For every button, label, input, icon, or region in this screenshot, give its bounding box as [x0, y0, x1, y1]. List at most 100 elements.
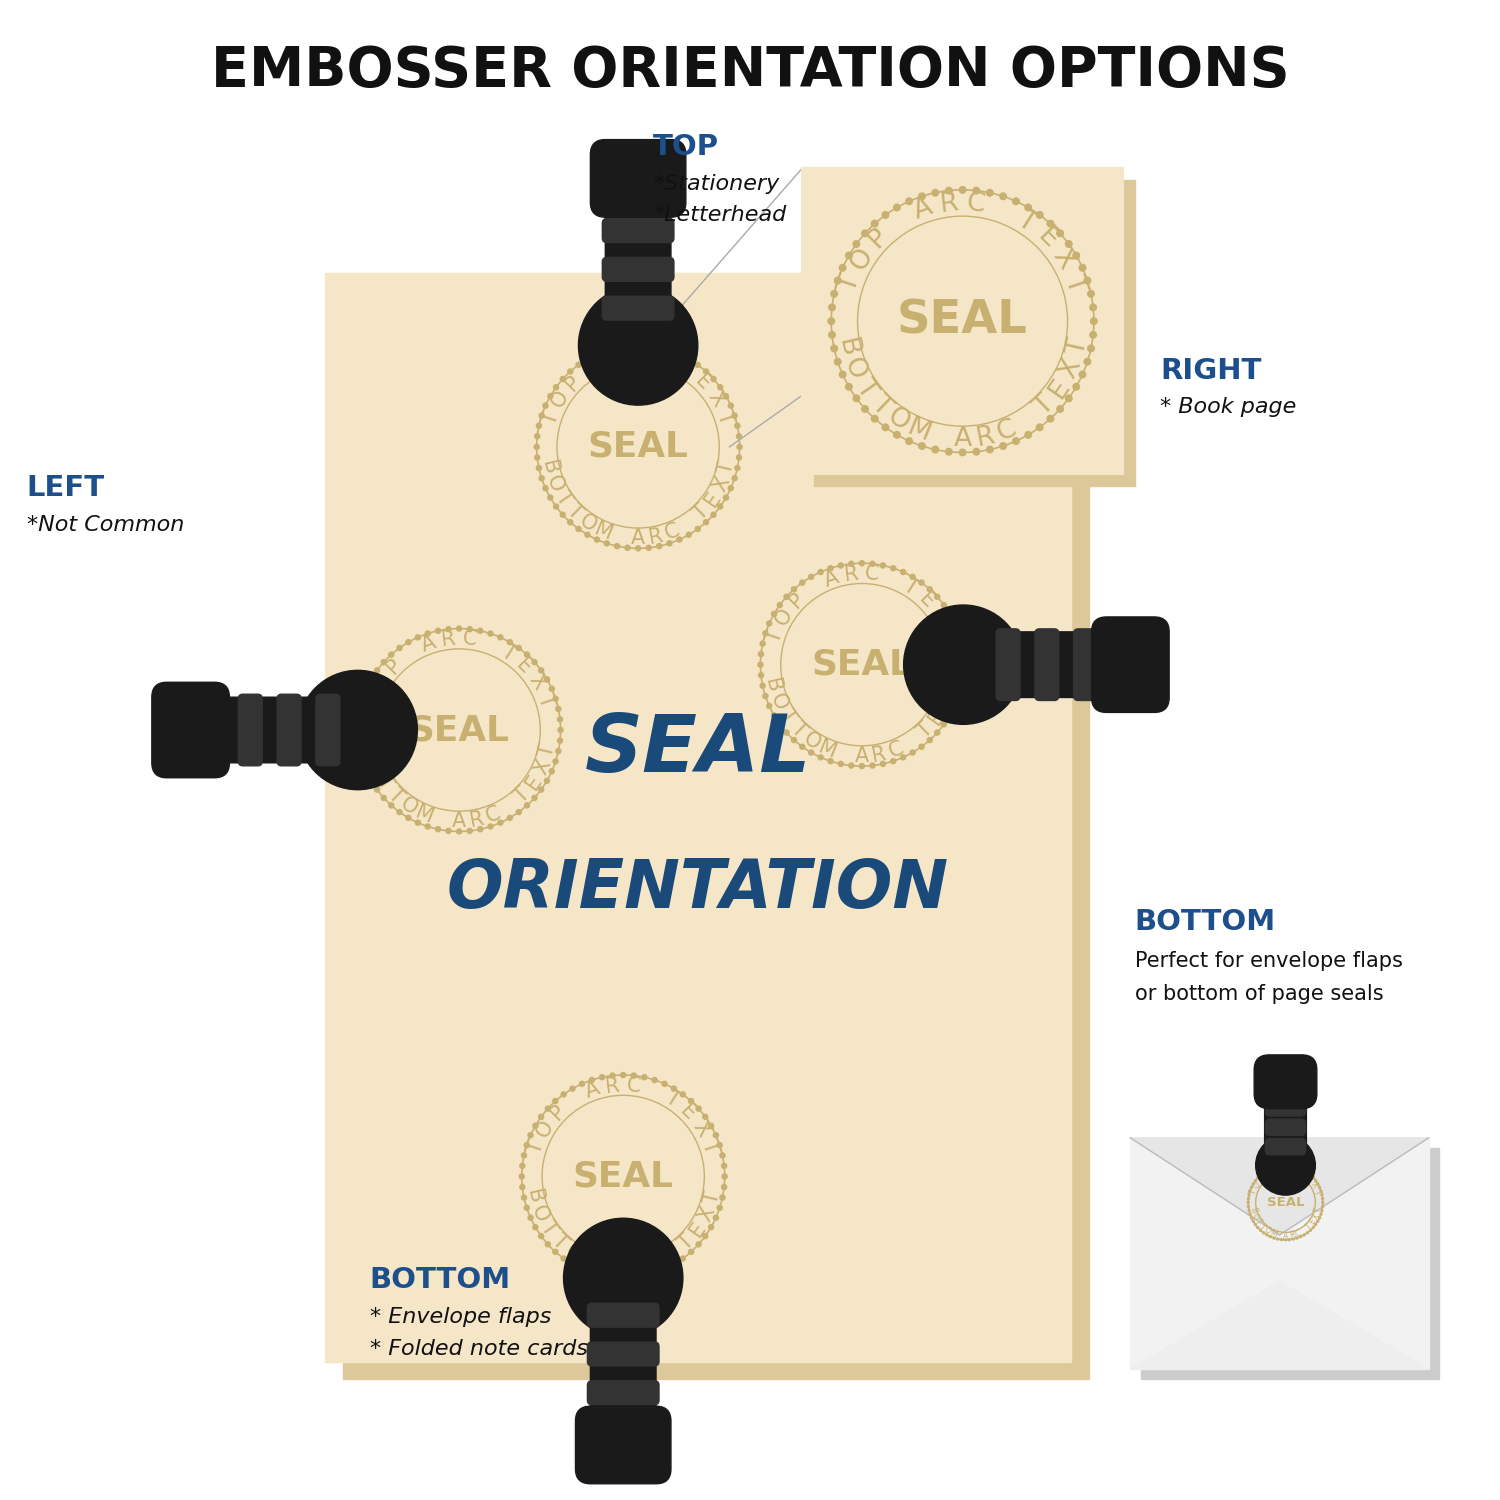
Text: C: C [626, 1076, 642, 1096]
Circle shape [1314, 1179, 1317, 1182]
Circle shape [604, 348, 609, 352]
Text: B: B [833, 336, 862, 360]
Circle shape [849, 561, 853, 567]
Circle shape [381, 795, 387, 801]
Text: or bottom of page seals: or bottom of page seals [1136, 984, 1383, 1004]
Circle shape [488, 632, 494, 636]
Circle shape [554, 759, 558, 764]
Circle shape [960, 651, 966, 657]
Circle shape [579, 286, 698, 405]
Circle shape [946, 612, 952, 616]
Circle shape [556, 748, 561, 753]
Circle shape [764, 693, 768, 699]
Circle shape [1320, 1214, 1322, 1215]
Text: SEAL: SEAL [897, 298, 1028, 344]
Circle shape [711, 512, 716, 518]
Circle shape [1304, 1170, 1305, 1172]
Text: M: M [816, 736, 840, 762]
Circle shape [538, 413, 544, 419]
Circle shape [356, 728, 360, 732]
Circle shape [561, 1256, 566, 1262]
Circle shape [567, 369, 573, 374]
Text: B: B [358, 741, 381, 759]
Circle shape [1269, 1236, 1272, 1238]
Circle shape [714, 1132, 718, 1137]
Circle shape [585, 532, 590, 537]
Circle shape [777, 722, 783, 728]
Circle shape [590, 1077, 594, 1083]
Text: C: C [864, 562, 880, 585]
Circle shape [590, 1270, 594, 1275]
Circle shape [839, 762, 843, 766]
Circle shape [1263, 1172, 1264, 1173]
Circle shape [424, 824, 430, 830]
Text: X: X [1047, 244, 1078, 274]
Text: T: T [549, 1230, 572, 1254]
Circle shape [525, 802, 530, 808]
Circle shape [615, 345, 620, 350]
Text: T: T [362, 692, 384, 711]
Circle shape [554, 384, 558, 390]
Text: C: C [483, 802, 504, 826]
Circle shape [560, 512, 566, 518]
Circle shape [1250, 1214, 1251, 1215]
Text: T: T [384, 784, 406, 807]
Text: BOTTOM: BOTTOM [369, 1266, 512, 1294]
Circle shape [870, 561, 874, 567]
Text: M: M [578, 1248, 602, 1274]
Circle shape [548, 495, 554, 500]
Circle shape [1288, 1164, 1290, 1167]
Circle shape [834, 358, 842, 364]
Circle shape [1263, 1232, 1264, 1233]
Circle shape [846, 384, 852, 390]
Text: M: M [592, 519, 616, 544]
Circle shape [375, 788, 380, 792]
Circle shape [834, 278, 842, 284]
Text: R: R [604, 1076, 621, 1096]
Circle shape [1065, 240, 1072, 248]
Circle shape [1248, 1197, 1250, 1200]
Text: B: B [538, 458, 561, 477]
Text: P: P [864, 224, 892, 254]
Circle shape [962, 662, 966, 668]
FancyBboxPatch shape [1074, 628, 1098, 700]
Circle shape [920, 580, 924, 585]
Circle shape [927, 738, 933, 742]
Circle shape [456, 626, 462, 632]
Circle shape [662, 1266, 668, 1272]
Circle shape [554, 696, 558, 700]
Circle shape [435, 628, 441, 633]
Circle shape [1322, 1197, 1323, 1200]
FancyBboxPatch shape [1266, 1100, 1305, 1116]
Circle shape [672, 1086, 676, 1090]
FancyBboxPatch shape [1092, 616, 1168, 712]
Circle shape [1084, 358, 1090, 364]
Circle shape [360, 759, 364, 764]
Circle shape [520, 1185, 525, 1190]
Circle shape [722, 1185, 726, 1190]
FancyBboxPatch shape [1264, 1082, 1306, 1174]
Circle shape [1318, 1216, 1320, 1218]
Text: A: A [1270, 1166, 1278, 1176]
Text: O: O [1250, 1212, 1260, 1221]
Circle shape [688, 1250, 693, 1254]
Text: BOTTOM: BOTTOM [1136, 909, 1276, 936]
Circle shape [920, 744, 924, 750]
Circle shape [532, 795, 537, 801]
Circle shape [681, 1256, 686, 1262]
Circle shape [1260, 1174, 1262, 1176]
Circle shape [945, 188, 952, 194]
Text: X: X [927, 606, 952, 628]
Circle shape [519, 1174, 525, 1179]
Text: C: C [640, 345, 657, 368]
Circle shape [1299, 1236, 1302, 1238]
Circle shape [538, 668, 543, 674]
Circle shape [934, 730, 940, 735]
Circle shape [708, 1124, 714, 1128]
Circle shape [800, 580, 806, 585]
Text: SEAL: SEAL [588, 430, 688, 464]
Circle shape [579, 1082, 585, 1086]
Circle shape [424, 632, 430, 636]
Circle shape [534, 454, 540, 460]
Circle shape [600, 1074, 604, 1080]
